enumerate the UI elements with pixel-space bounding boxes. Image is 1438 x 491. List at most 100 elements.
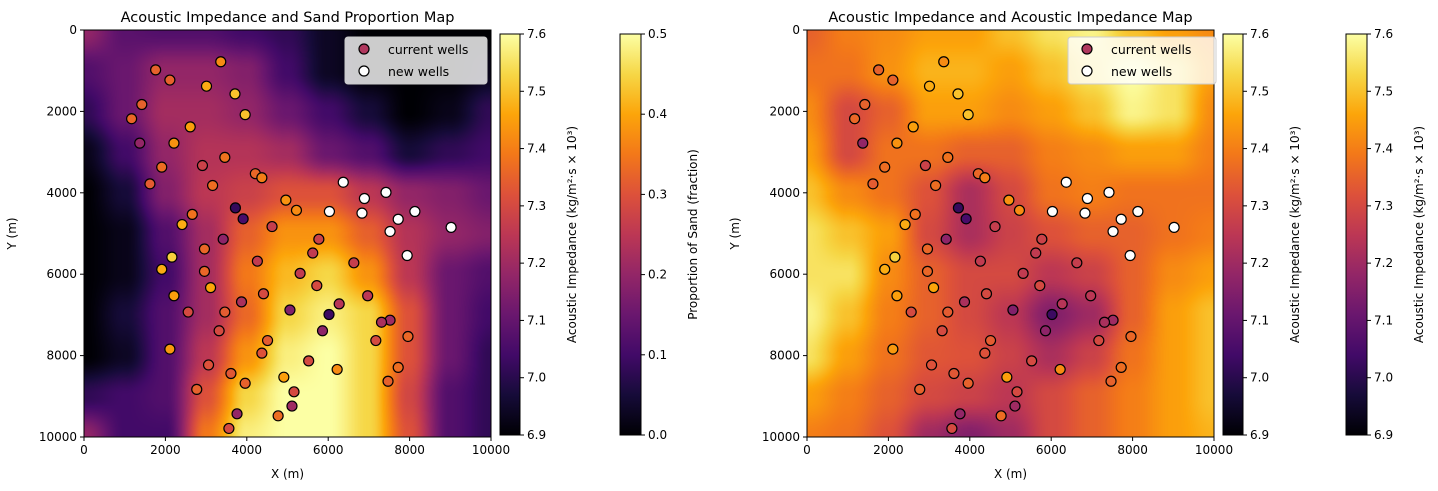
y-tick-label: 0 [792,23,800,37]
colorbar-tick-label: 6.9 [527,428,546,442]
colorbar-tick-label: 0.0 [648,428,667,442]
colorbar-tick-label: 7.4 [527,142,546,156]
current-well-marker [219,151,231,163]
x-tick-label: 4000 [232,443,263,457]
current-well-marker [219,306,231,318]
current-well-marker [1007,304,1019,316]
colorbar-tick-label: 7.5 [527,84,546,98]
x-tick-label: 10000 [1195,443,1233,457]
new-well-marker [1046,205,1059,218]
current-well-marker [905,306,917,318]
current-well-marker [859,98,871,111]
current-well-marker [958,296,971,308]
y-axis-label: Y (m) [5,217,19,250]
colorbar-tick-label: 7.2 [1374,256,1393,270]
current-well-marker [1125,330,1137,343]
current-well-marker [164,343,176,355]
y-tick-label: 2000 [46,104,77,118]
axes-frame [806,29,1215,438]
current-well-marker [392,361,404,374]
current-well-marker [239,377,251,389]
current-well-marker [284,304,296,316]
colorbar-tick-label: 7.6 [1374,27,1393,41]
new-well-marker [445,221,457,233]
current-well-marker [891,290,903,302]
current-well-marker [954,408,966,420]
current-well-marker [331,363,343,376]
current-well-marker [168,290,180,302]
current-well-marker [942,151,954,163]
current-well-marker [198,265,211,277]
current-well-marker [919,159,932,172]
colorbar-label: Proportion of Sand (fraction) [686,149,700,320]
current-well-marker [223,422,235,435]
x-tick-label: 8000 [394,443,425,457]
colorbar-tick-label: 7.3 [1250,199,1269,213]
new-well-marker [323,205,336,218]
colorbar-tick-label: 7.5 [1374,84,1393,98]
colorbar-label: Acoustic Impedance (kg/m²·s × 10³) [1412,126,1426,343]
current-well-marker [1039,325,1052,337]
colorbar-tick-label: 7.2 [527,256,546,270]
new-well-marker [356,207,368,219]
current-well-marker [940,233,952,245]
current-well-marker [952,88,964,100]
new-well-marker [1124,249,1136,262]
current-well-marker [256,172,268,184]
current-well-marker [323,308,335,321]
current-well-marker [217,233,229,245]
colorbar-tick-label: 7.2 [1250,256,1269,270]
colorbar [499,33,521,436]
current-well-marker [899,218,911,231]
current-well-marker [1009,400,1021,412]
y-tick-label: 6000 [46,267,77,281]
current-well-marker [333,298,345,310]
new-well-marker [1168,221,1180,233]
chart-title: Acoustic Impedance and Sand Proportion M… [121,10,455,26]
current-well-marker [921,265,934,277]
current-well-marker [126,113,138,125]
colorbar-tick-label: 7.4 [1374,142,1393,156]
y-tick-label: 4000 [769,186,800,200]
current-well-marker [1030,247,1042,259]
current-well-marker [235,296,248,308]
current-well-marker [176,218,188,231]
colorbar-tick-label: 7.6 [527,27,546,41]
colorbar-tick-label: 7.1 [527,313,546,327]
colorbar-tick-label: 7.0 [527,371,546,385]
current-well-marker [974,255,986,267]
y-tick-label: 4000 [46,186,77,200]
current-well-marker [362,290,374,302]
colorbar-tick-label: 7.3 [1374,199,1393,213]
current-well-marker [979,172,991,184]
x-axis-label: X (m) [271,467,304,481]
current-well-marker [202,359,215,371]
current-well-marker [889,251,901,263]
colorbar-tick-label: 7.3 [527,199,546,213]
colorbar-tick-label: 7.4 [1250,142,1269,156]
sand-proportion-heatmap [84,30,491,437]
x-tick-label: 8000 [1117,443,1148,457]
legend-box [344,36,488,85]
current-well-marker [200,80,213,92]
colorbar-tick-label: 7.0 [1374,371,1393,385]
colorbar-tick-label: 6.9 [1374,428,1393,442]
current-well-marker [256,347,268,359]
new-well-marker [1081,192,1094,205]
colorbar-tick-label: 7.1 [1374,313,1393,327]
new-well-marker [1103,186,1115,198]
acoustic-impedance-heatmap [807,30,1214,437]
new-well-marker [401,249,413,262]
current-well-marker [873,64,885,76]
current-well-marker [375,316,388,328]
current-well-marker [311,279,323,292]
current-well-marker [229,88,241,100]
current-well-marker [191,383,203,395]
y-tick-label: 2000 [769,104,800,118]
current-well-marker [307,247,319,259]
current-well-marker [156,263,168,275]
colorbar-tick-label: 0.4 [648,107,667,121]
y-tick-label: 8000 [46,349,77,363]
